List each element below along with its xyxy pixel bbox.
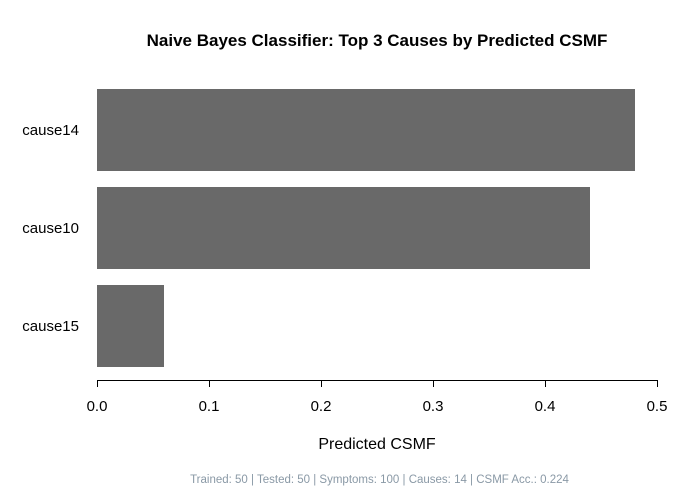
y-axis-label-cause14: cause14 (22, 121, 79, 139)
footer-stats-text: Trained: 50 | Tested: 50 | Symptoms: 100… (190, 474, 569, 486)
y-axis-label-cause10: cause10 (22, 219, 79, 237)
x-axis-tick (433, 381, 434, 387)
bar-cause15 (97, 285, 165, 367)
x-axis-tick (321, 381, 322, 387)
x-axis-line (97, 380, 658, 381)
y-axis-label-cause15: cause15 (22, 317, 79, 335)
x-axis-tick-label: 0.1 (198, 398, 220, 415)
x-axis-tick (545, 381, 546, 387)
x-axis-tick-label: 0.4 (534, 398, 556, 415)
x-axis-title: Predicted CSMF (318, 436, 436, 453)
chart-title: Naive Bayes Classifier: Top 3 Causes by … (146, 31, 608, 50)
bar-cause10 (97, 187, 590, 269)
x-axis-tick (209, 381, 210, 387)
x-axis-tick (97, 381, 98, 387)
x-axis-tick-label: 0.0 (86, 398, 108, 415)
x-axis-tick-label: 0.2 (310, 398, 332, 415)
x-axis-tick-label: 0.3 (422, 398, 444, 415)
x-axis-tick (657, 381, 658, 387)
x-axis-tick-label: 0.5 (646, 398, 668, 415)
bar-cause14 (97, 89, 635, 171)
